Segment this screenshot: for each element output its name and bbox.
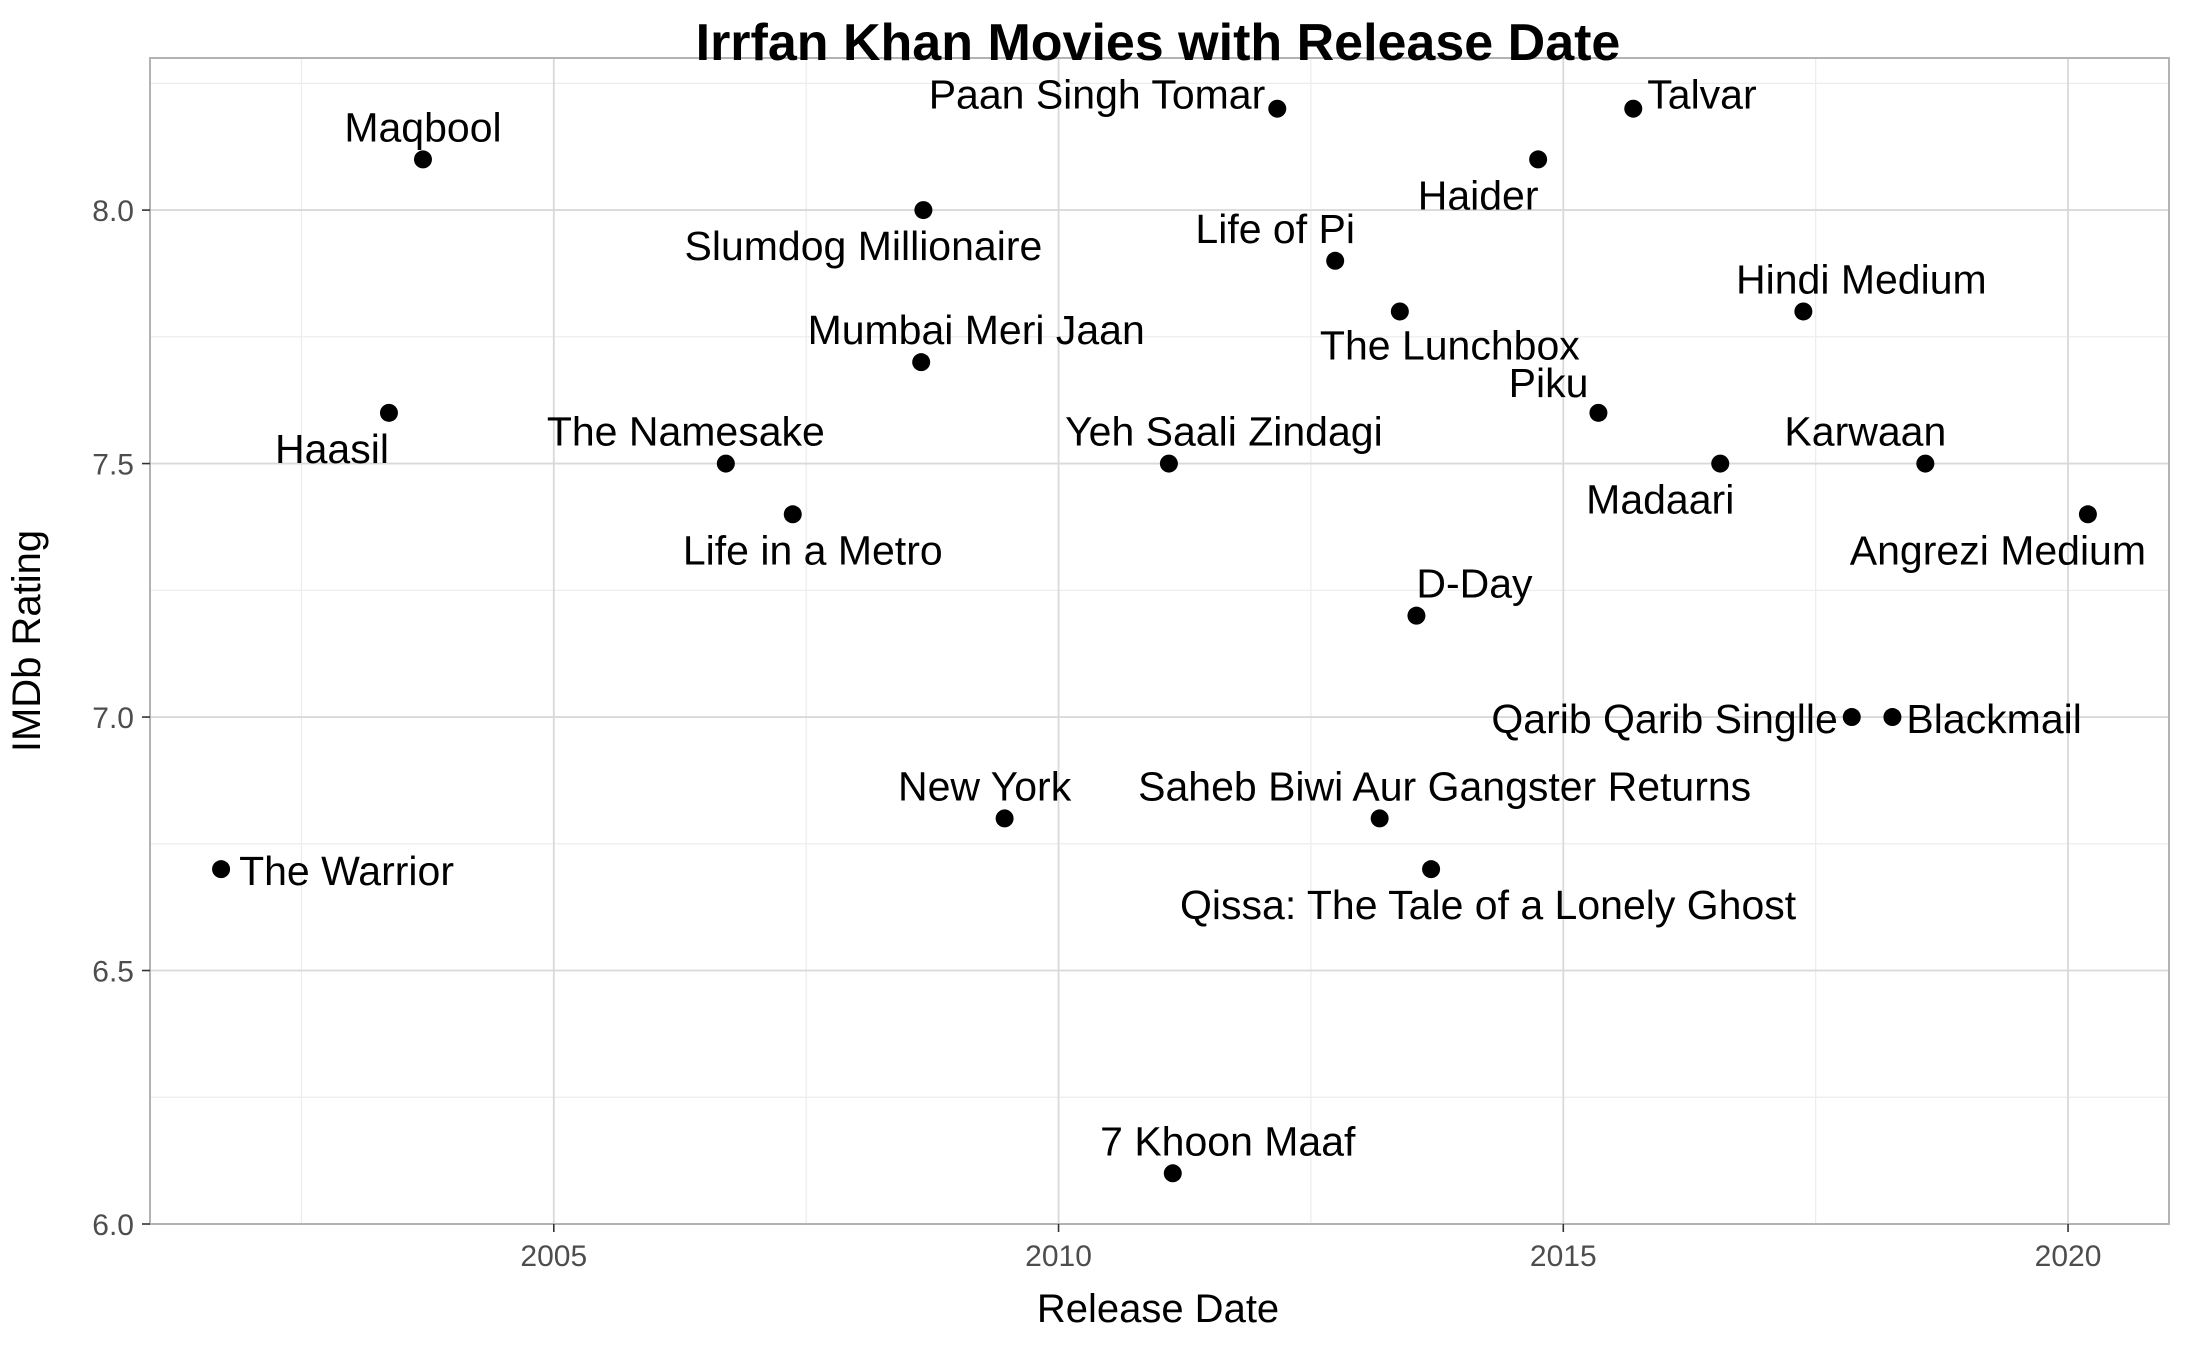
point-label: The Warrior <box>239 848 454 894</box>
x-tick-label: 2005 <box>520 1240 587 1273</box>
data-point <box>1883 708 1902 727</box>
data-point <box>1268 99 1287 118</box>
point-label: Haasil <box>275 426 389 472</box>
point-label: Karwaan <box>1784 409 1946 455</box>
data-point <box>1589 403 1608 422</box>
y-tick-label: 7.0 <box>92 702 134 735</box>
data-point <box>1842 708 1861 727</box>
data-point <box>995 809 1014 828</box>
label-layer: The Warrior Haasil Maqbool The Namesake Life… <box>239 72 2146 1165</box>
point-label: Paan Singh Tomar <box>929 72 1266 118</box>
point-label: Yeh Saali Zindagi <box>1065 409 1383 455</box>
data-point <box>1370 809 1389 828</box>
tick-layer: 2005 2010 2015 2020 6.0 6.5 7.0 7.5 8.0 <box>92 195 2101 1273</box>
x-tick-label: 2010 <box>1025 1240 1092 1273</box>
data-point <box>912 353 931 372</box>
point-label: Haider <box>1418 172 1539 218</box>
point-label: Blackmail <box>1906 696 2081 742</box>
y-tick-label: 6.5 <box>92 956 134 989</box>
data-point <box>1390 302 1409 321</box>
data-point <box>1794 302 1813 321</box>
point-layer <box>212 99 2097 1183</box>
point-label: Talvar <box>1647 72 1756 118</box>
plot-panel-border <box>149 57 2170 1225</box>
point-label: 7 Khoon Maaf <box>1100 1118 1356 1164</box>
point-label: Madaari <box>1586 477 1734 523</box>
data-point <box>1916 454 1935 473</box>
data-point <box>379 403 398 422</box>
point-label: The Lunchbox <box>1320 322 1580 368</box>
point-label: Saheb Biwi Aur Gangster Returns <box>1138 763 1751 809</box>
chart-title: Irrfan Khan Movies with Release Date <box>696 14 1621 72</box>
data-point <box>1422 860 1441 879</box>
x-tick-label: 2015 <box>1530 1240 1597 1273</box>
point-label: Qarib Qarib Singlle <box>1491 696 1837 742</box>
y-axis-title: IMDb Rating <box>5 530 49 752</box>
point-label: New York <box>898 763 1072 809</box>
point-label: Qissa: The Tale of a Lonely Ghost <box>1180 882 1797 928</box>
point-label: Life in a Metro <box>683 527 943 573</box>
data-point <box>1529 150 1548 169</box>
data-point <box>1407 606 1426 625</box>
point-label: Maqbool <box>344 104 501 150</box>
data-point <box>1624 99 1643 118</box>
y-tick-label: 7.5 <box>92 449 134 482</box>
point-label: Slumdog Millionaire <box>685 223 1043 269</box>
x-axis-title: Release Date <box>1037 1287 1279 1331</box>
data-point <box>413 150 432 169</box>
point-label: The Namesake <box>547 409 825 455</box>
data-point <box>783 505 802 524</box>
data-point <box>2078 505 2097 524</box>
y-tick-label: 8.0 <box>92 195 134 228</box>
y-tick-label: 6.0 <box>92 1209 134 1242</box>
data-point <box>1159 454 1178 473</box>
point-label: Life of Pi <box>1195 206 1355 252</box>
point-label: Angrezi Medium <box>1850 527 2146 573</box>
point-label: Piku <box>1509 360 1589 406</box>
x-tick-label: 2020 <box>2035 1240 2102 1273</box>
data-point <box>1326 251 1345 270</box>
data-point <box>212 860 231 879</box>
point-label: Mumbai Meri Jaan <box>808 307 1145 353</box>
point-label: Hindi Medium <box>1736 256 1987 302</box>
point-label: D-Day <box>1416 561 1533 607</box>
data-point <box>1163 1164 1182 1183</box>
data-point <box>716 454 735 473</box>
data-point <box>914 201 933 220</box>
data-point <box>1711 454 1730 473</box>
